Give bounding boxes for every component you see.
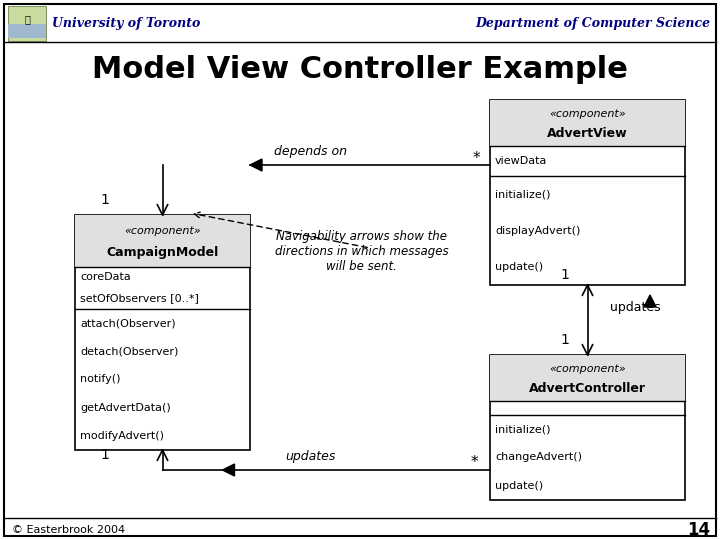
Text: depends on: depends on [274,145,346,158]
Bar [490,100,685,146]
Polygon shape [250,159,262,171]
Bar [75,215,250,267]
Text: *: * [472,151,480,165]
Text: 1: 1 [100,448,109,462]
Text: 1: 1 [560,333,569,347]
Text: «component»: «component» [549,109,626,119]
Text: displayAdvert(): displayAdvert() [495,226,580,235]
Text: update(): update() [495,481,543,491]
Text: Model View Controller Example: Model View Controller Example [92,56,628,84]
Bar [75,215,250,450]
Bar [490,355,685,401]
Bar [490,355,685,500]
Text: modifyAdvert(): modifyAdvert() [80,431,164,441]
Text: initialize(): initialize() [495,189,551,199]
Text: viewData: viewData [495,156,547,166]
Text: 14: 14 [687,521,710,539]
Text: updates: updates [285,450,336,463]
Text: 🌲: 🌲 [24,14,30,24]
Bar [8,6,46,41]
Text: initialize(): initialize() [495,424,551,434]
Text: attach(Observer): attach(Observer) [80,318,176,328]
Polygon shape [222,464,235,476]
Bar [490,100,685,285]
Text: AdvertController: AdvertController [529,382,646,395]
Text: updates: updates [610,301,661,314]
Text: Navigability arrows show the
directions in which messages
will be sent.: Navigability arrows show the directions … [275,230,449,273]
Text: detach(Observer): detach(Observer) [80,346,179,356]
Text: © Easterbrook 2004: © Easterbrook 2004 [12,525,125,535]
Text: «component»: «component» [124,226,201,235]
Text: «component»: «component» [549,364,626,374]
Text: 1: 1 [100,193,109,207]
Text: changeAdvert(): changeAdvert() [495,453,582,462]
Text: University of Toronto: University of Toronto [52,17,200,30]
Text: getAdvertData(): getAdvertData() [80,403,171,413]
Text: Department of Computer Science: Department of Computer Science [475,17,710,30]
Text: CampaignModel: CampaignModel [107,246,219,259]
Bar [8,24,46,38]
Text: AdvertView: AdvertView [547,126,628,140]
Polygon shape [644,295,656,307]
Text: setOfObservers [0..*]: setOfObservers [0..*] [80,294,199,303]
Text: coreData: coreData [80,273,131,282]
Text: 1: 1 [560,268,569,282]
Text: update(): update() [495,262,543,272]
Text: *: * [470,456,478,470]
Text: notify(): notify() [80,375,120,384]
